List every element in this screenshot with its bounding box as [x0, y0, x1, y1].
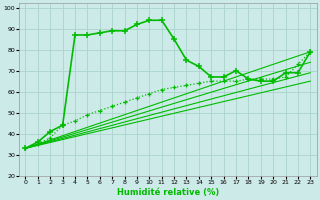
X-axis label: Humidité relative (%): Humidité relative (%) — [117, 188, 219, 197]
